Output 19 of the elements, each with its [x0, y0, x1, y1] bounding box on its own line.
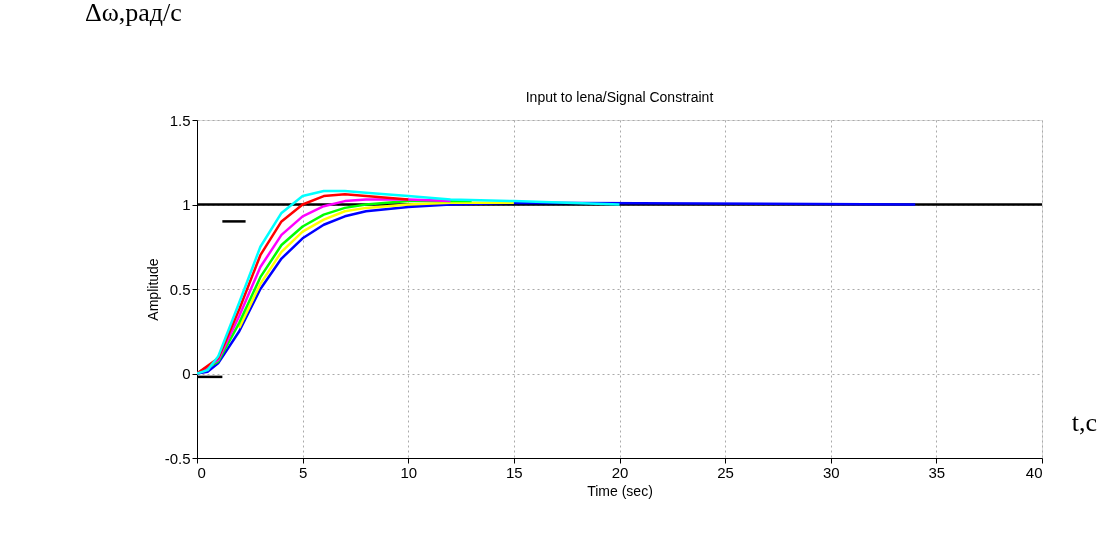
y-tick-label: 1: [182, 196, 191, 213]
x-tick-label: 30: [822, 463, 840, 481]
y-tick-label: 1.5: [169, 111, 191, 129]
x-tick-label: 25: [717, 463, 734, 481]
x-tick-label: 10: [400, 463, 418, 481]
x-tick-label: 20: [611, 463, 629, 481]
y-axis-title: Amplitude: [144, 258, 161, 321]
text: t,с: [1071, 408, 1097, 437]
y-tick-label: 0: [182, 365, 191, 382]
chart-title: Input to lena/Signal Constraint: [525, 89, 714, 105]
x-tick-label: 40: [1025, 463, 1043, 481]
y-tick-label: 0.5: [169, 280, 191, 298]
x-tick-label: 0: [197, 463, 206, 481]
x-tick-label: 15: [506, 463, 523, 481]
x-tick-label: 5: [298, 463, 308, 481]
x-tick-label: 35: [928, 463, 946, 481]
y-tick-label: -0.5: [164, 449, 191, 467]
text: Δω,рад/с: [85, 0, 182, 27]
x-axis-title: Time (sec): [587, 482, 653, 499]
